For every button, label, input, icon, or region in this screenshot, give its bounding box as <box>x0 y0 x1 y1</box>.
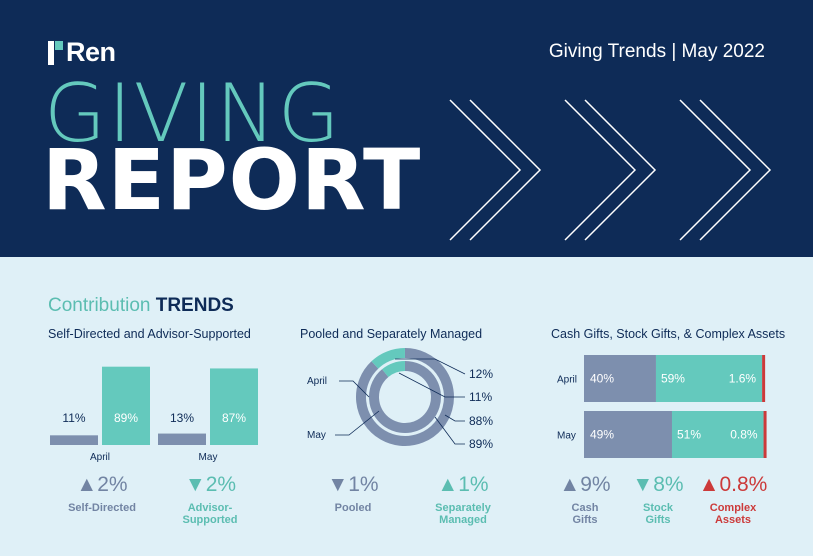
ren-logo: Ren <box>48 37 116 68</box>
delta-cash-gifts: ▲9% Cash Gifts <box>559 473 611 527</box>
up-arrow-icon: ▲ <box>437 473 459 496</box>
category-label-april: April <box>90 452 110 463</box>
ring-april-pooled <box>356 348 454 446</box>
category-label-may: May <box>199 452 218 463</box>
bar-self-directed-april <box>50 435 98 445</box>
ring-value-pooled-may: 89% <box>469 437 493 451</box>
segment-stock-gifts-may <box>671 411 764 458</box>
delta-pooled: ▼1% Pooled <box>327 473 379 515</box>
segment-label-cash-may: 49% <box>590 428 614 442</box>
delta-self-directed: ▲2% Self-Directed <box>68 473 136 515</box>
delta-separately-managed: ▲1% Separately Managed <box>435 473 491 527</box>
bar-value-label: 13% <box>170 411 194 425</box>
down-arrow-icon: ▼ <box>632 473 654 496</box>
delta-advisor-supported: ▼2% Advisor-Supported <box>182 473 238 527</box>
report-subtitle: Giving Trends | May 2022 <box>548 41 765 62</box>
segment-label-stock-april: 59% <box>661 372 685 386</box>
ring-value-sm-april: 12% <box>469 367 493 381</box>
ring-value-sm-may: 11% <box>469 390 492 404</box>
chart2-title: Pooled and Separately Managed <box>300 327 483 341</box>
leader-line-sm-may <box>398 372 465 398</box>
header-banner: Ren GIVING REPORT Giving Trends | May 20… <box>0 0 813 257</box>
bar-advisor-supported-may <box>210 368 258 445</box>
leader-line-may <box>335 410 380 436</box>
delta-stock-gifts: ▼8% Stock Gifts <box>632 473 684 527</box>
bar-advisor-supported-april <box>102 366 150 445</box>
leader-line-sm-april <box>395 358 466 375</box>
ring-label-may: May <box>307 430 326 441</box>
segment-label-stock-may: 51% <box>677 428 701 442</box>
chevrons-decoration <box>449 99 772 241</box>
chevron-1 <box>449 99 522 241</box>
chart3-title: Cash Gifts, Stock Gifts, & Complex Asset… <box>551 327 786 341</box>
chevron-2-inner <box>584 99 657 241</box>
bar-value-label: 11% <box>62 411 85 425</box>
title-line-1: GIVING <box>44 67 342 160</box>
title-line-2: REPORT <box>42 131 422 229</box>
bar-self-directed-may <box>158 433 206 445</box>
chart3-stacked-bar-chart: April 40% 59% 1.6% May 49% 51% 0.8% <box>557 355 767 458</box>
ring-label-april: April <box>307 376 327 387</box>
logo-text: Ren <box>66 37 116 67</box>
chevron-3-inner <box>699 99 772 241</box>
segment-complex-assets-april <box>762 355 766 402</box>
ren-logo-icon <box>48 40 63 65</box>
segment-label-complex-may: 0.8% <box>730 428 758 442</box>
segment-label-complex-april: 1.6% <box>729 372 757 386</box>
chart1-title: Self-Directed and Advisor-Supported <box>48 327 251 341</box>
chart2-ring-chart: April May 12% 11% 88% 89% <box>307 348 493 451</box>
delta-complex-assets: ▲0.8% Complex Assets <box>698 473 768 527</box>
leader-line-april <box>339 380 370 398</box>
segment-stock-gifts-april <box>655 355 763 402</box>
segment-cash-gifts-april <box>584 355 656 402</box>
ring-may-pooled <box>369 361 441 433</box>
chevron-2 <box>564 99 637 241</box>
chevron-1-inner <box>469 99 542 241</box>
leader-line-pooled-may <box>434 416 465 445</box>
section-title-bold: TRENDS <box>155 295 234 316</box>
leader-line-pooled-april <box>444 414 465 422</box>
chart1-bar-chart: 11% 89% April 13% 87% May <box>50 366 258 463</box>
down-arrow-icon: ▼ <box>327 473 349 496</box>
ring-may-separately-managed <box>382 361 406 378</box>
up-arrow-icon: ▲ <box>559 473 581 496</box>
up-arrow-icon: ▲ <box>76 473 98 496</box>
bar-value-label: 89% <box>114 411 138 425</box>
down-arrow-icon: ▼ <box>184 473 206 496</box>
bar-value-label: 87% <box>222 411 246 425</box>
segment-cash-gifts-may <box>584 411 672 458</box>
row-label-may: May <box>557 431 576 442</box>
ring-april-separately-managed <box>371 348 406 369</box>
ring-value-pooled-april: 88% <box>469 414 493 428</box>
segment-label-cash-april: 40% <box>590 372 614 386</box>
row-label-april: April <box>557 375 577 386</box>
section-title: Contribution TRENDS <box>48 295 234 317</box>
segment-complex-assets-may <box>763 411 767 458</box>
chevron-3 <box>679 99 752 241</box>
up-arrow-icon: ▲ <box>698 473 720 496</box>
section-title-light: Contribution <box>48 295 151 316</box>
